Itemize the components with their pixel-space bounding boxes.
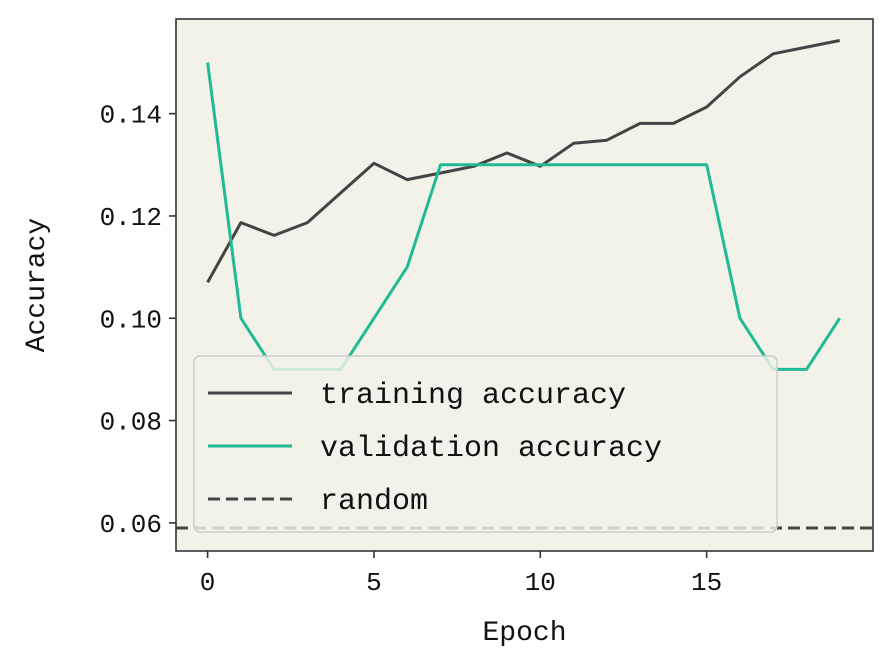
y-tick-label: 0.12 [100,203,162,233]
plot-frame [175,18,874,552]
legend-label: training accuracy [320,379,626,413]
series-line-training-accuracy [206,39,840,284]
legend-label: validation accuracy [320,432,662,466]
legend-label: random [320,485,428,519]
ticks-layer: 0 5 10 15 0.06 0.08 0.10 0.12 0.14 [100,101,723,598]
y-tick-label: 0.08 [100,408,162,438]
legend: training accuracy validation accuracy rand… [193,355,778,533]
y-tick-label: 0.06 [100,510,162,540]
y-tick-label: 0.10 [100,305,162,335]
x-axis-label: Epoch [482,618,566,649]
x-tick-label: 0 [200,568,216,598]
x-tick-label: 10 [525,568,556,598]
legend-box [193,355,778,533]
y-tick-label: 0.14 [100,101,162,131]
x-tick-label: 15 [691,568,722,598]
x-tick-label: 5 [366,568,382,598]
y-axis-label: Accuracy [22,218,53,352]
